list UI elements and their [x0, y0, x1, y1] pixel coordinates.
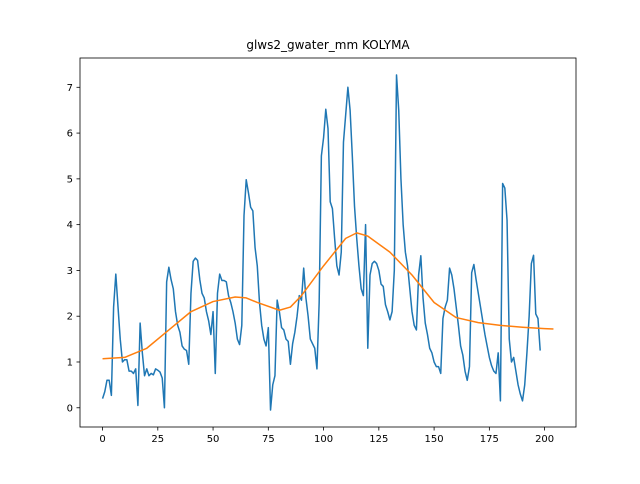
x-tick-label: 125: [369, 434, 388, 445]
y-tick-label: 3: [67, 266, 73, 277]
chart-title: glws2_gwater_mm KOLYMA: [246, 38, 410, 52]
y-tick-label: 1: [67, 357, 73, 368]
x-tick-label: 50: [207, 434, 220, 445]
x-tick-label: 200: [535, 434, 554, 445]
x-tick-label: 150: [425, 434, 444, 445]
y-tick-label: 5: [67, 174, 73, 185]
y-tick-label: 0: [67, 403, 73, 414]
y-tick-label: 2: [67, 312, 73, 323]
x-tick-label: 25: [151, 434, 164, 445]
y-tick-label: 4: [67, 220, 73, 231]
x-tick-label: 100: [314, 434, 333, 445]
x-tick-label: 75: [262, 434, 275, 445]
y-tick-label: 7: [67, 83, 73, 94]
data-line: [102, 232, 554, 360]
x-tick-label: 175: [480, 434, 499, 445]
data-line: [101, 74, 541, 411]
plot-frame: [79, 57, 577, 428]
y-tick-label: 6: [67, 129, 73, 140]
x-tick-label: 0: [99, 434, 105, 445]
